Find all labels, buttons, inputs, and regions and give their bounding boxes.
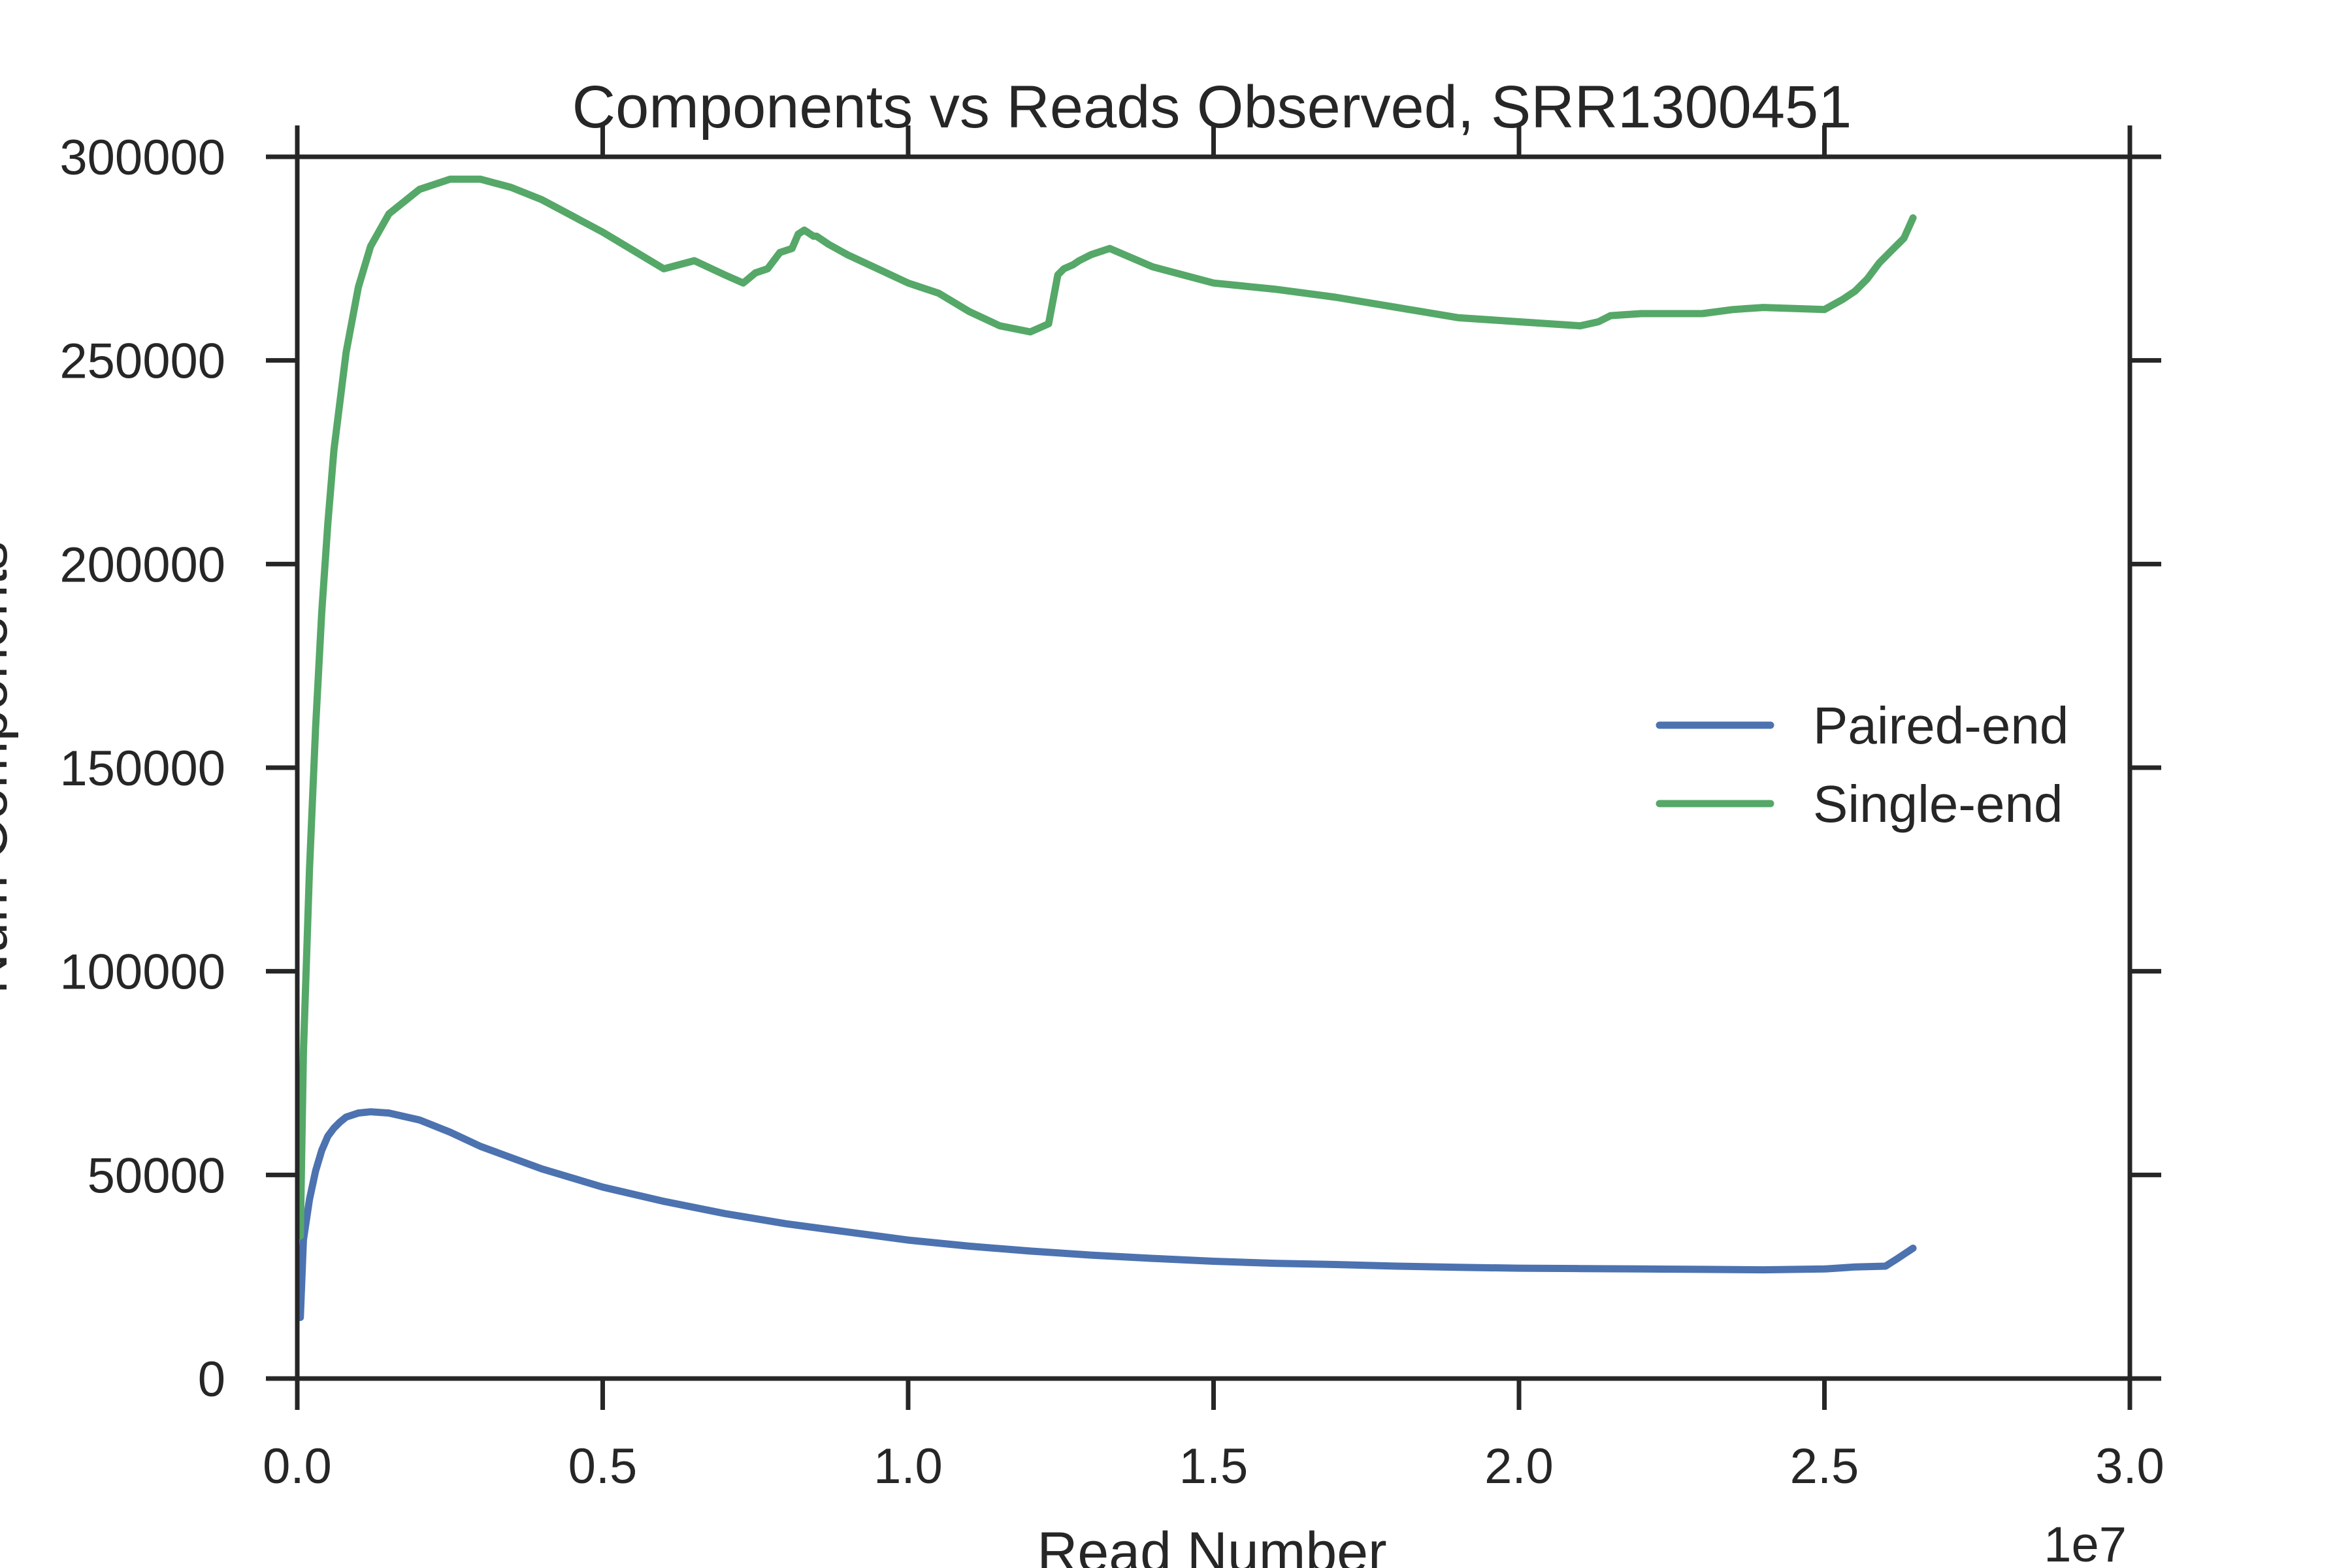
legend-label: Paired-end xyxy=(1813,696,2068,755)
legend-label: Single-end xyxy=(1813,775,2063,833)
x-tick-label: 3.0 xyxy=(2095,1439,2164,1494)
series-line-paired-end xyxy=(297,1108,1917,1321)
ticks-layer: 0.0 0.5 1.0 1.5 2.0 2.5 3.0 0 50000 100000 150000 2… xyxy=(59,125,2164,1494)
x-axis-label: Read Number xyxy=(1037,1521,1386,1568)
y-tick-label: 50000 xyxy=(88,1148,225,1203)
series-line-single-end xyxy=(297,175,1917,1240)
x-tick-label: 0.5 xyxy=(568,1439,638,1494)
y-tick-label: 0 xyxy=(198,1352,225,1407)
y-tick-label: 300000 xyxy=(59,130,225,186)
y-tick-label: 100000 xyxy=(59,945,225,1000)
x-tick-label: 2.5 xyxy=(1790,1439,1859,1494)
x-tick-label: 1.0 xyxy=(874,1439,943,1494)
plot-area: 0.0 0.5 1.0 1.5 2.0 2.5 3.0 0 50000 100000 150000 2… xyxy=(59,125,2164,1494)
x-tick-label: 1.5 xyxy=(1179,1439,1249,1494)
y-axis-label: Num Components xyxy=(0,541,19,994)
y-tick-label: 200000 xyxy=(59,537,225,593)
y-tick-label: 150000 xyxy=(59,741,225,796)
series-layer xyxy=(297,175,1917,1321)
legend: Paired-end Single-end xyxy=(1656,696,2068,833)
axes-frame xyxy=(295,154,2132,1381)
x-tick-label: 2.0 xyxy=(1484,1439,1554,1494)
y-tick-label: 250000 xyxy=(59,334,225,389)
x-tick-label: 0.0 xyxy=(263,1439,332,1494)
x-offset-label: 1e7 xyxy=(2044,1517,2127,1568)
